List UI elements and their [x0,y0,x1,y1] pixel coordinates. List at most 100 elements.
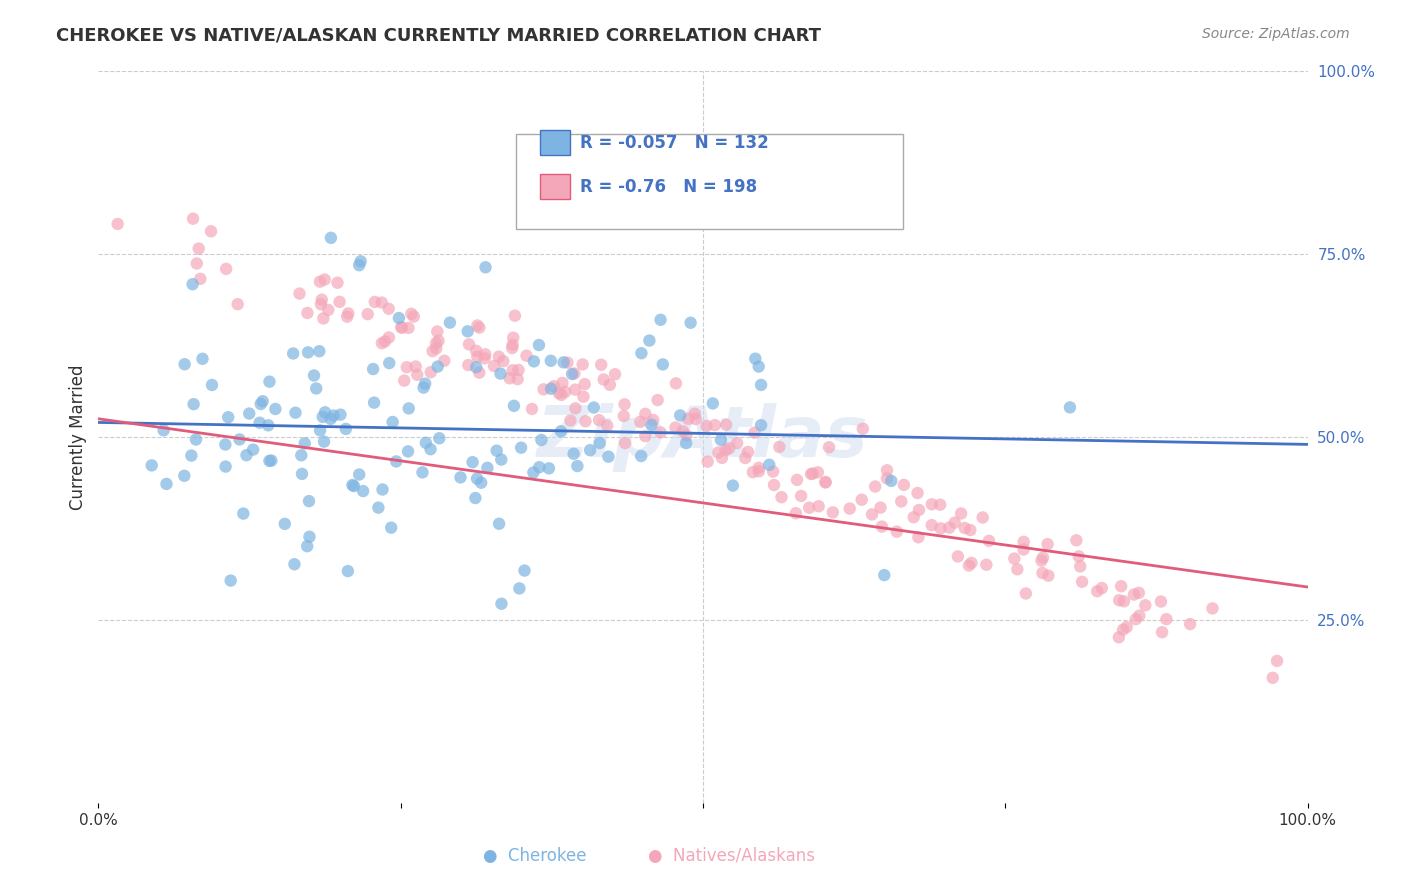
Point [571,358,593,372]
Point [807,465,830,479]
Point [675,436,697,450]
Point [352,484,374,499]
Point [703,418,725,433]
Point [457,324,479,338]
Point [361,362,384,376]
Point [173,357,195,371]
Point [876,463,898,477]
Point [214,459,236,474]
Point [953,521,976,535]
Point [1128,586,1150,600]
Point [232,507,254,521]
Point [309,297,332,311]
Point [465,343,488,358]
Point [613,409,636,423]
Point [1038,568,1060,582]
Point [1002,551,1025,566]
Point [540,382,562,396]
FancyBboxPatch shape [540,130,569,155]
Point [284,406,307,420]
Point [522,466,544,480]
Point [283,558,305,572]
Point [596,418,619,433]
Point [814,475,837,490]
Point [186,256,208,270]
Point [290,448,312,462]
Point [814,475,837,489]
Point [598,450,620,464]
Point [1007,562,1029,576]
Point [643,413,665,427]
Point [551,376,574,390]
Point [675,428,697,442]
Point [468,320,491,334]
Point [799,500,821,515]
Point [557,355,579,369]
Point [938,520,960,534]
Point [710,433,733,447]
Text: CHEROKEE VS NATIVE/ALASKAN CURRENTLY MARRIED CORRELATION CHART: CHEROKEE VS NATIVE/ALASKAN CURRENTLY MAR… [56,27,821,45]
Point [249,416,271,430]
Point [1112,594,1135,608]
Point [492,354,515,368]
Point [737,445,759,459]
Point [1032,550,1054,565]
Point [394,374,416,388]
Point [527,338,550,352]
Point [807,500,830,514]
Point [389,320,412,334]
Point [664,420,686,434]
Point [513,564,536,578]
Point [702,396,724,410]
Point [553,355,575,369]
Point [801,467,824,481]
Point [946,549,969,564]
Point [312,311,335,326]
FancyBboxPatch shape [516,134,903,228]
Point [821,505,844,519]
Point [562,447,585,461]
Point [439,316,461,330]
Point [957,558,980,573]
Point [337,306,360,320]
Point [1108,593,1130,607]
Point [943,516,966,530]
Point [336,310,359,324]
Point [770,490,793,504]
Point [329,294,352,309]
Point [378,356,401,370]
Point [1015,586,1038,600]
Point [714,443,737,458]
Point [786,473,808,487]
Point [950,507,973,521]
Point [564,367,586,381]
Point [1067,549,1090,564]
Point [180,449,202,463]
Point [367,500,389,515]
Point [291,467,314,481]
Point [297,345,319,359]
Point [790,489,813,503]
Point [592,372,614,386]
Point [1108,630,1130,644]
Point [467,318,489,333]
Point [685,412,707,426]
Point [529,460,551,475]
Point [678,412,700,426]
Point [818,440,841,454]
Point [1031,566,1053,580]
Point [499,371,522,385]
Point [650,425,672,440]
Point [181,277,204,292]
Point [582,401,605,415]
Point [748,460,770,475]
Point [173,468,195,483]
Point [371,336,394,351]
Point [312,409,335,424]
Point [1091,581,1114,595]
Point [886,524,908,539]
Point [357,307,380,321]
Point [960,556,983,570]
Point [907,530,929,544]
Point [959,523,981,537]
